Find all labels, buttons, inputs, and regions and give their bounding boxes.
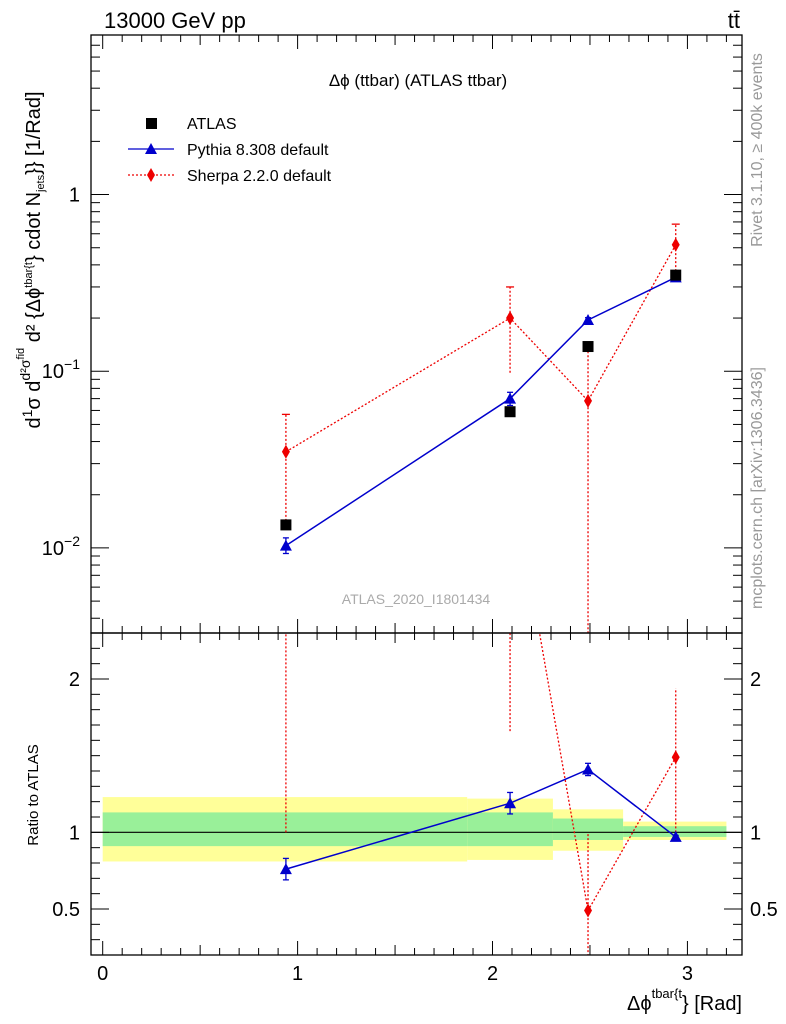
ratio-uncertainty-band-inner <box>552 818 624 840</box>
main-title: Δϕ (ttbar) (ATLAS ttbar) <box>329 71 507 90</box>
y-tick-label: 10−1 <box>42 356 80 383</box>
ratio-sherpa-point <box>584 903 593 918</box>
watermark-label: ATLAS_2020_I1801434 <box>342 591 491 607</box>
ratio-y-tick-label-right: 0.5 <box>750 899 778 921</box>
ratio-pythia-point <box>669 830 682 842</box>
mcplots-source-label: mcplots.cern.ch [arXiv:1306.3436] <box>749 367 766 609</box>
rivet-version-label: Rivet 3.1.10, ≥ 400k events <box>749 53 766 247</box>
sherpa-point <box>584 393 593 408</box>
pythia-point <box>504 392 517 404</box>
ratio-panel-frame <box>90 632 743 956</box>
main-panel: 1 10−1 10−2 Δϕ (ttbar) (ATLAS ttbar) ATLAS… <box>15 34 743 634</box>
sherpa-point <box>506 311 515 326</box>
pythia-point <box>582 314 595 326</box>
x-tick-label: 0 <box>97 963 108 985</box>
x-tick-label: 1 <box>292 963 303 985</box>
x-tick-label: 2 <box>487 963 498 985</box>
ratio-pythia-point <box>279 863 292 875</box>
atlas-point <box>504 406 516 418</box>
x-tick-label: 3 <box>682 963 693 985</box>
sherpa-point <box>671 237 680 252</box>
y-tick-label: 10−2 <box>42 533 80 560</box>
legend-pythia-marker <box>145 143 157 154</box>
ratio-sherpa-point <box>506 457 514 471</box>
legend-atlas-marker <box>146 118 157 129</box>
atlas-point <box>280 519 292 531</box>
ratio-sherpa-point <box>282 580 290 594</box>
y-tick-label: 1 <box>69 185 80 207</box>
ratio-y-tick-label: 0.5 <box>52 899 80 921</box>
ratio-uncertainty-band-inner <box>467 812 553 847</box>
ratio-pythia-point <box>504 797 517 809</box>
legend-sherpa-marker <box>147 168 155 182</box>
ratio-y-tick-label: 1 <box>69 822 80 844</box>
atlas-point <box>582 341 594 353</box>
legend-pythia-label: Pythia 8.308 default <box>187 142 329 159</box>
atlas-point <box>670 269 682 281</box>
ratio-sherpa-line <box>538 633 677 913</box>
ratio-uncertainty-band-inner <box>102 812 468 847</box>
pythia-point <box>279 539 292 551</box>
ratio-y-tick-label-right: 2 <box>750 669 761 691</box>
header-energy-label: 13000 GeV pp <box>104 8 246 33</box>
ratio-y-tick-label: 2 <box>69 669 80 691</box>
sherpa-line <box>285 244 677 453</box>
ratio-panel: 0 1 2 3 0.5 0.5 1 1 2 2 Ratio to ATLAS <box>25 457 778 985</box>
svg-text:Δϕtbar{t} [Rad]: Δϕtbar{t} [Rad] <box>627 986 742 1015</box>
pythia-line <box>285 276 677 547</box>
sherpa-point <box>281 444 290 459</box>
header-process-label: tt̄ <box>728 8 740 33</box>
legend-atlas-label: ATLAS <box>187 116 237 133</box>
ratio-pythia-point <box>582 763 595 775</box>
legend-sherpa-label: Sherpa 2.2.0 default <box>187 168 332 185</box>
ratio-y-tick-label-right: 1 <box>750 822 761 844</box>
x-axis-label: Δϕtbar{t} [Rad] <box>627 986 742 1015</box>
ratio-sherpa-point <box>671 750 680 765</box>
ratio-pythia-line <box>285 768 677 870</box>
ratio-uncertainty-band-inner <box>623 826 727 837</box>
ratio-y-axis-label: Ratio to ATLAS <box>25 744 42 845</box>
legend: ATLAS Pythia 8.308 default Sherpa 2.2.0 … <box>128 116 332 185</box>
